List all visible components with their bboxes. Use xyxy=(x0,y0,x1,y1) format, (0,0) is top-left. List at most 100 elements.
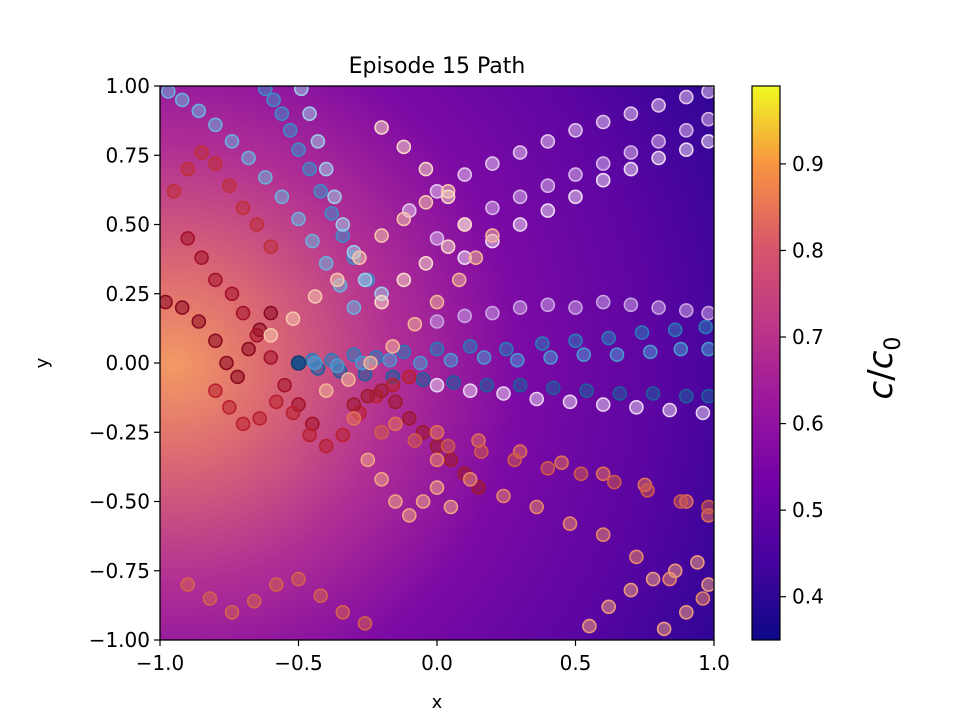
trajectory-point-salmon-16-1 xyxy=(388,416,403,432)
y-tick-label: 0.00 xyxy=(105,351,150,375)
trajectory-point-lavender-10-0 xyxy=(429,377,445,393)
trajectory-point-lavender-7-6 xyxy=(595,156,611,171)
trajectory-point-salmon-18-9 xyxy=(673,494,689,509)
trajectory-point-blue-4-7 xyxy=(282,123,298,138)
trajectory-point-blue-2-6 xyxy=(443,352,459,368)
trajectory-point-dark_red-14-0 xyxy=(166,184,182,199)
trajectory-point-dark_red-15-1 xyxy=(360,388,376,404)
trajectory-point-salmon-20-3 xyxy=(645,571,661,587)
trajectory-point-dark_red-11-5 xyxy=(230,369,245,385)
trajectory-point-lavender-10-4 xyxy=(562,394,578,410)
trajectory-point-salmon-19-7 xyxy=(335,604,351,620)
trajectory-point-blue-3-8 xyxy=(224,134,240,149)
trajectory-point-dark_red-15-2 xyxy=(374,383,389,399)
trajectory-point-dark_red-14-2 xyxy=(194,145,209,160)
trajectory-point-salmon-17-6 xyxy=(629,549,644,565)
trajectory-point-blue-1-6 xyxy=(446,375,461,390)
trajectory-point-dark_red-14-3 xyxy=(208,156,223,171)
colorbar-tick-label: 0.8 xyxy=(792,238,824,262)
trajectory-point-peach-23-7 xyxy=(396,272,412,288)
trajectory-point-salmon-17-5 xyxy=(595,527,611,543)
trajectory-point-peach-23-6 xyxy=(418,255,434,271)
trajectory-point-blue-0-14 xyxy=(698,319,714,335)
trajectory-point-salmon-18-5 xyxy=(540,460,556,476)
trajectory-point-peach-23-8 xyxy=(374,294,389,310)
trajectory-point-salmon-18-7 xyxy=(606,474,622,490)
trajectory-point-dark_red-12-4 xyxy=(235,305,251,321)
background-field xyxy=(160,86,714,640)
trajectory-point-salmon-16-2 xyxy=(429,424,445,440)
trajectory-point-lavender-10-5 xyxy=(595,397,611,412)
x-axis-label: x xyxy=(432,692,443,713)
trajectory-point-lavender-8-6 xyxy=(623,161,639,177)
trajectory-point-blue-0-8 xyxy=(498,341,514,357)
trajectory-point-blue-3-6 xyxy=(257,170,273,185)
trajectory-point-lavender-10-6 xyxy=(629,399,644,415)
trajectory-point-blue-4-5 xyxy=(302,161,317,177)
trajectory-point-peach-21-5 xyxy=(374,228,389,243)
trajectory-point-blue-3-4 xyxy=(291,211,306,227)
trajectory-point-dark_red-13-1 xyxy=(222,399,237,415)
trajectory-point-lavender-9-0 xyxy=(429,314,445,329)
trajectory-point-lavender-6-9 xyxy=(651,98,666,113)
trajectory-point-lavender-9-5 xyxy=(568,300,583,315)
trajectory-point-blue-2-14 xyxy=(701,341,714,357)
trajectory-point-salmon-19-1 xyxy=(202,591,218,606)
trajectory-point-peach-23-2 xyxy=(418,161,434,177)
trajectory-point-lavender-9-9 xyxy=(678,303,694,318)
trajectory-point-dark_red-12-5 xyxy=(249,327,265,343)
trajectory-point-blue-1-9 xyxy=(545,380,561,396)
trajectory-point-salmon-18-4 xyxy=(507,452,522,468)
trajectory-point-lavender-6-11 xyxy=(701,86,714,99)
trajectory-point-peach-22-2 xyxy=(363,355,378,371)
trajectory-point-dark_red-12-2 xyxy=(208,272,223,288)
trajectory-point-dark_red-13-8 xyxy=(335,427,351,443)
trajectory-point-peach-23-0 xyxy=(374,120,389,135)
trajectory-point-dark_red-11-8 xyxy=(263,305,279,321)
trajectory-point-salmon-20-0 xyxy=(582,618,597,634)
trajectory-point-salmon-18-6 xyxy=(573,466,589,482)
trajectory-point-dark_red-11-2 xyxy=(191,314,207,329)
trajectory-point-dark_red-12-7 xyxy=(277,377,292,393)
trajectory-point-peach-21-1 xyxy=(285,311,301,327)
trajectory-point-peach-21-0 xyxy=(263,327,279,343)
colorbar-tick-label: 0.6 xyxy=(792,412,824,436)
trajectory-point-lavender-7-10 xyxy=(701,111,714,127)
trajectory-point-lavender-10-7 xyxy=(662,402,678,418)
y-tick-label: 0.50 xyxy=(105,213,150,237)
trajectory-point-salmon-16-6 xyxy=(595,466,611,482)
trajectory-point-salmon-18-0 xyxy=(374,424,389,440)
trajectory-point-dark_red-15-7 xyxy=(443,452,459,468)
trajectory-point-salmon-18-3 xyxy=(473,444,489,459)
y-axis-label: y xyxy=(32,357,53,368)
trajectory-point-salmon-18-1 xyxy=(407,433,423,448)
trajectory-point-blue-4-9 xyxy=(266,92,281,108)
trajectory-point-dark_red-11-1 xyxy=(174,300,190,315)
colorbar-tick-label: 0.5 xyxy=(792,498,824,522)
trajectory-point-lavender-6-2 xyxy=(457,167,473,182)
scatter-points xyxy=(160,86,714,637)
trajectory-point-lavender-8-2 xyxy=(512,217,528,232)
x-tick-label: 1.0 xyxy=(698,651,730,675)
trajectory-point-blue-2-7 xyxy=(476,350,492,365)
trajectory-point-salmon-19-0 xyxy=(180,577,195,592)
trajectory-point-blue-2-8 xyxy=(509,352,525,368)
trajectory-point-blue-2-2 xyxy=(329,358,345,374)
trajectory-point-blue-0-7 xyxy=(462,339,478,354)
trajectory-point-blue-0-11 xyxy=(601,330,617,346)
colorbar xyxy=(751,85,781,641)
trajectory-point-dark_red-13-7 xyxy=(318,438,334,454)
y-tick-label: −0.25 xyxy=(89,420,150,444)
trajectory-point-salmon-19-6 xyxy=(313,588,329,604)
trajectory-point-salmon-17-4 xyxy=(562,516,578,532)
y-tick-label: −0.50 xyxy=(89,490,150,514)
trajectory-point-blue-3-7 xyxy=(241,150,256,166)
trajectory-point-blue-4-10 xyxy=(258,86,273,97)
trajectory-point-dark_red-13-12 xyxy=(401,369,417,385)
trajectory-point-salmon-17-1 xyxy=(462,471,478,487)
trajectory-point-lavender-9-8 xyxy=(651,300,666,315)
trajectory-point-blue-3-9 xyxy=(208,117,223,133)
y-tick-label: 0.25 xyxy=(105,282,150,306)
trajectory-point-blue-2-1 xyxy=(307,355,323,371)
trajectory-point-blue-5-7 xyxy=(302,106,317,121)
